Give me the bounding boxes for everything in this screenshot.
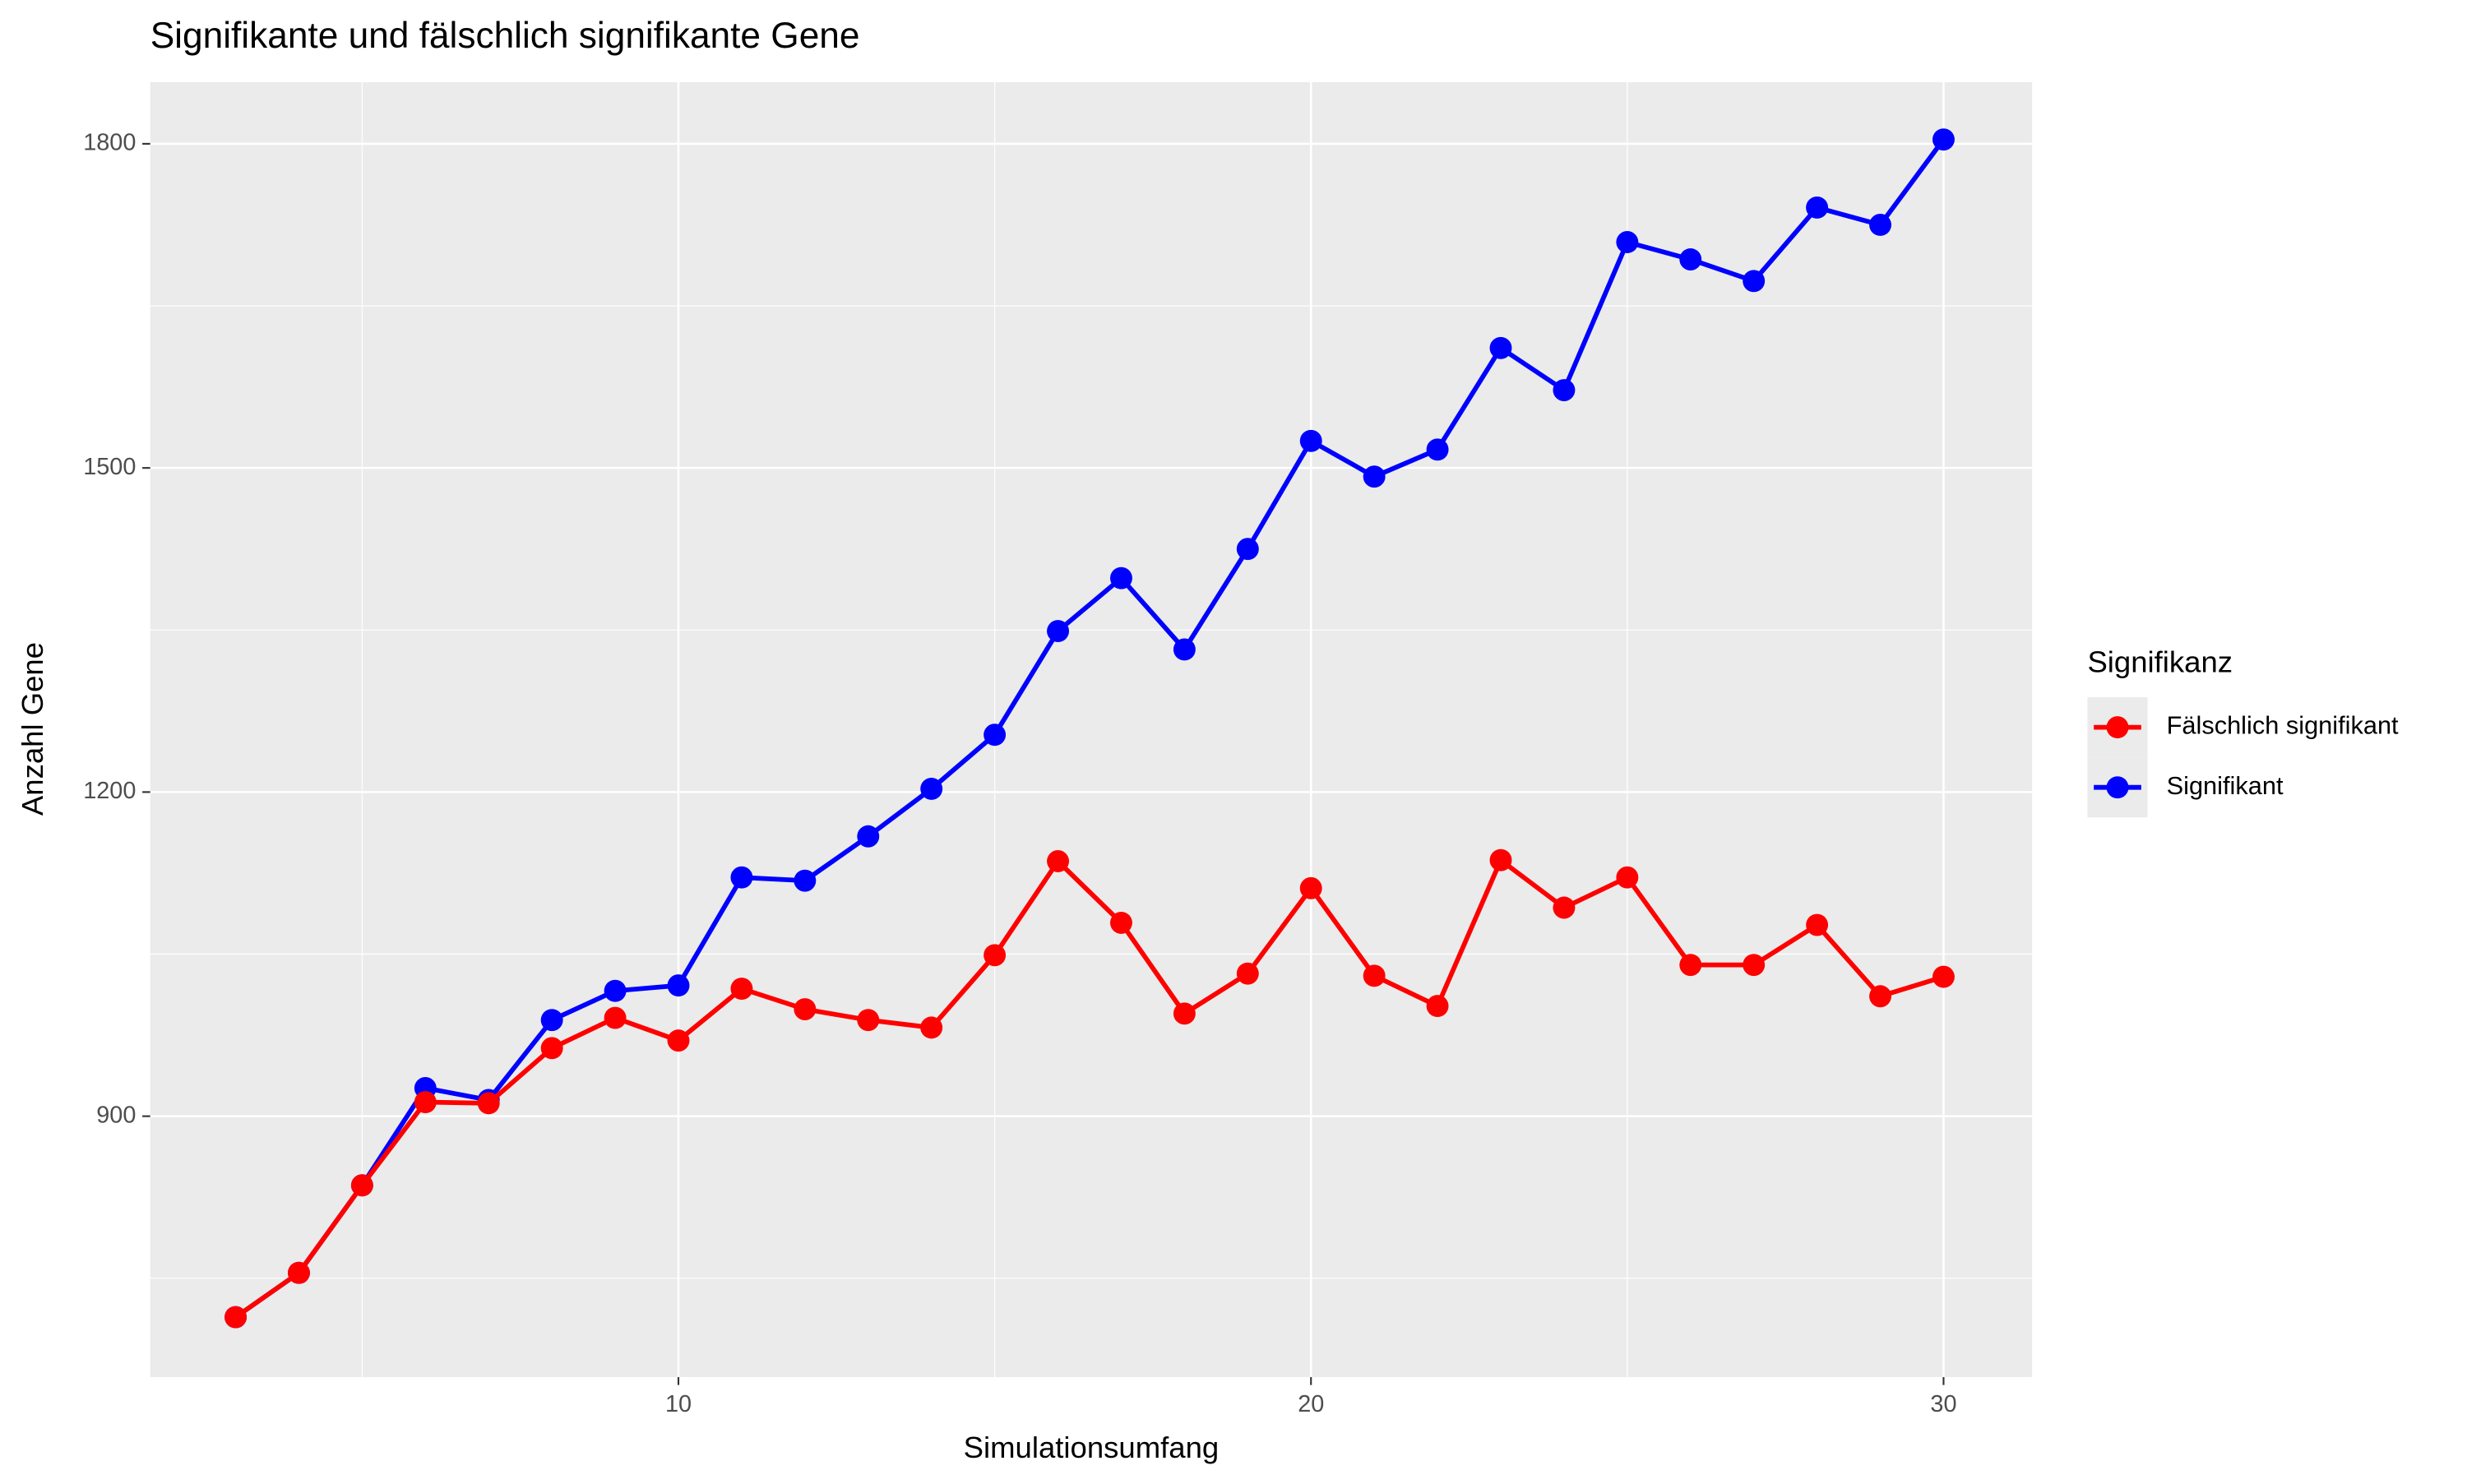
data-point (1426, 438, 1449, 461)
y-tick-label: 1200 (83, 778, 136, 804)
data-point (1173, 638, 1196, 661)
data-point (1110, 911, 1132, 934)
data-point (1616, 866, 1639, 889)
data-point (1806, 196, 1829, 219)
data-point (1553, 379, 1576, 401)
data-point (1426, 995, 1449, 1018)
data-point (1869, 214, 1891, 236)
data-point (1236, 962, 1259, 985)
x-axis-label: Simulationsumfang (964, 1431, 1220, 1464)
data-point (540, 1037, 563, 1060)
y-tick-label: 1500 (83, 454, 136, 480)
plot-area (224, 128, 1955, 1329)
panel (150, 82, 2033, 1377)
series-line (234, 137, 1946, 1320)
data-point (1363, 964, 1386, 987)
data-point (224, 1306, 247, 1329)
data-point (1932, 965, 1955, 988)
data-point (1743, 270, 1766, 293)
data-point (1047, 850, 1069, 872)
data-point (540, 1009, 563, 1032)
data-point (730, 866, 753, 889)
data-point (1869, 985, 1891, 1008)
data-point (477, 1092, 500, 1115)
data-point (350, 1174, 373, 1197)
legend-title: Signifikanz (2087, 645, 2233, 678)
grid (150, 82, 2033, 1377)
data-point (1616, 231, 1639, 253)
data-point (414, 1091, 437, 1114)
x-tick-label: 10 (665, 1391, 692, 1417)
data-point (667, 974, 690, 997)
data-point (1173, 1002, 1196, 1025)
data-point (604, 979, 627, 1002)
data-point (1679, 954, 1702, 977)
data-point (1932, 128, 1955, 151)
data-point (920, 777, 943, 800)
data-point (794, 998, 817, 1020)
data-point (1363, 465, 1386, 488)
data-point (857, 1009, 880, 1032)
legend-label: Fälschlich signifikant (2167, 711, 2399, 740)
data-point (1489, 848, 1512, 871)
series-line (234, 858, 1945, 1320)
x-tick-label: 20 (1298, 1391, 1324, 1417)
x-tick-label: 30 (1930, 1391, 1956, 1417)
data-point (1489, 336, 1512, 359)
data-point (984, 724, 1007, 747)
y-tick-label: 1800 (83, 130, 136, 156)
data-point (1047, 620, 1069, 643)
data-point (1299, 429, 1322, 452)
data-point (984, 944, 1007, 967)
chart-title: Signifikante und fälschlich signifikante… (150, 16, 860, 56)
y-axis-label: Anzahl Gene (16, 642, 49, 816)
data-point (920, 1016, 943, 1039)
data-point (1679, 248, 1702, 270)
legend-key-point (2106, 776, 2129, 799)
data-point (730, 978, 753, 1001)
legend-key-point (2106, 716, 2129, 739)
data-point (1553, 896, 1576, 919)
data-point (1110, 566, 1132, 589)
data-point (288, 1261, 310, 1284)
data-point (1236, 538, 1259, 561)
data-point (794, 869, 817, 892)
data-point (1299, 876, 1322, 899)
data-point (1806, 913, 1829, 936)
data-point (604, 1006, 627, 1029)
data-point (857, 825, 880, 848)
y-tick-label: 900 (96, 1102, 136, 1128)
data-point (667, 1029, 690, 1052)
data-point (1743, 954, 1766, 977)
legend-label: Signifikant (2167, 771, 2284, 800)
